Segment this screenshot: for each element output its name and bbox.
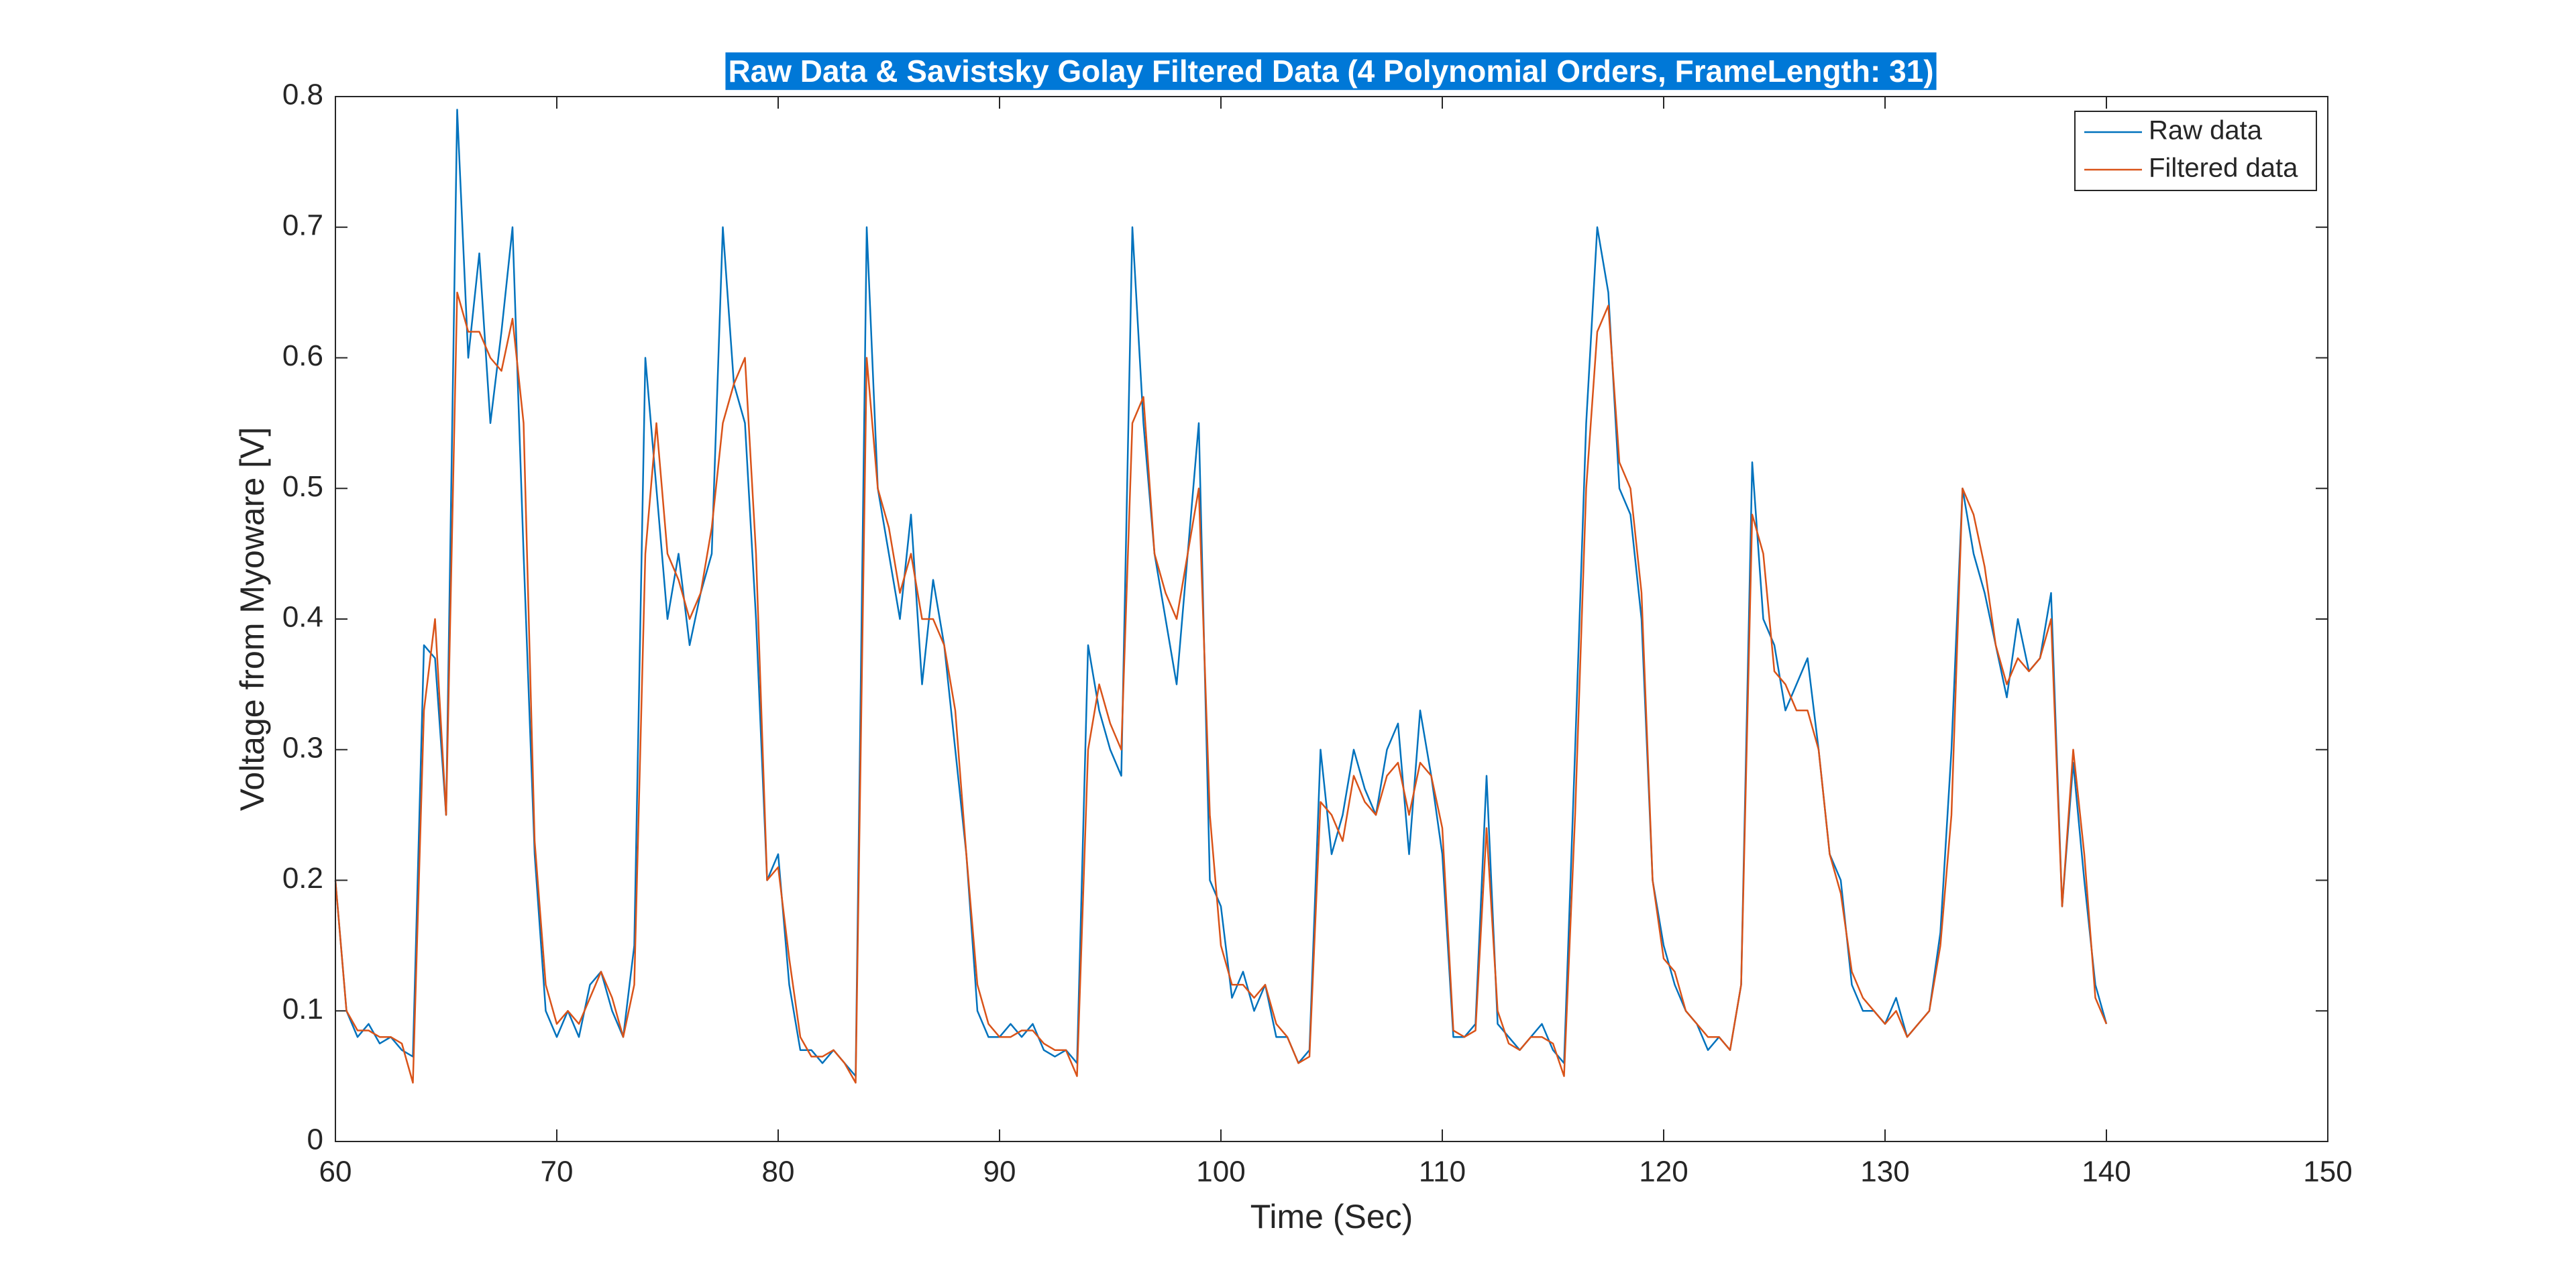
data-line [334, 109, 2108, 1077]
x-axis-label: Time (Sec) [1250, 1198, 1413, 1235]
x-tick-label: 90 [983, 1156, 1016, 1188]
y-tick-label: 0.6 [282, 339, 323, 372]
y-tick-label: 0.4 [282, 601, 323, 634]
x-tick-label: 100 [1196, 1156, 1245, 1188]
legend-box [2074, 111, 2317, 191]
y-tick-label: 0.7 [282, 209, 323, 241]
y-tick-label: 0.8 [282, 78, 323, 111]
legend-label: Raw data [2149, 116, 2263, 146]
x-tick-label: 130 [1860, 1156, 1909, 1188]
x-tick-label: 70 [541, 1156, 574, 1188]
legend-label: Filtered data [2149, 154, 2298, 183]
data-line [334, 291, 2108, 1084]
y-tick-label: 0 [307, 1123, 323, 1156]
x-tick-label: 120 [1639, 1156, 1688, 1188]
y-tick-label: 0.1 [282, 993, 323, 1025]
y-tick-label: 0.3 [282, 731, 323, 764]
title-highlight [725, 52, 1937, 91]
y-axis-label: Voltage from Myoware [V] [233, 427, 271, 811]
y-tick-label: 0.5 [282, 470, 323, 503]
chart-title: Raw Data & Savistsky Golay Filtered Data… [728, 54, 1933, 89]
x-tick-label: 110 [1419, 1156, 1466, 1188]
y-tick-label: 0.2 [282, 862, 323, 895]
x-tick-label: 80 [762, 1156, 795, 1188]
x-tick-label: 60 [319, 1156, 352, 1188]
x-tick-label: 150 [2303, 1156, 2352, 1188]
x-tick-label: 140 [2082, 1156, 2131, 1188]
plot-frame [335, 96, 2328, 1142]
